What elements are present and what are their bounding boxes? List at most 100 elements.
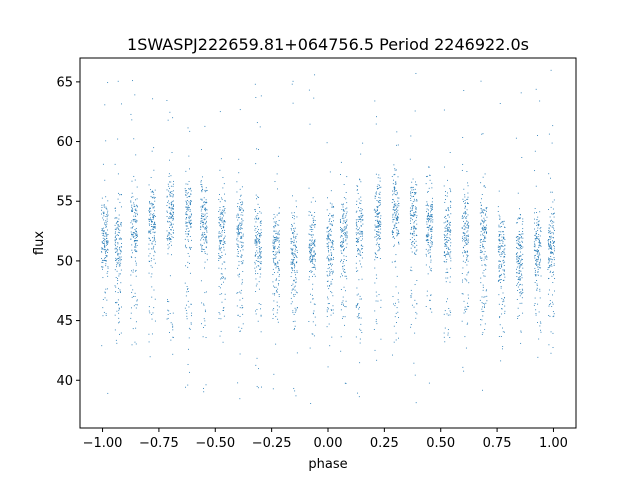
data-point — [373, 209, 375, 211]
data-point — [518, 262, 520, 264]
data-point — [539, 240, 541, 242]
data-point — [329, 218, 331, 220]
data-point — [115, 291, 116, 293]
data-point — [290, 303, 292, 305]
data-point — [274, 272, 275, 273]
data-point — [519, 284, 520, 286]
data-point — [358, 198, 360, 200]
data-point — [503, 220, 505, 222]
data-point — [414, 228, 416, 230]
data-point — [503, 264, 505, 266]
data-point — [151, 204, 153, 205]
data-point — [188, 327, 190, 329]
data-point — [465, 236, 467, 238]
data-point — [427, 215, 429, 217]
data-point — [104, 238, 106, 240]
data-point — [519, 295, 521, 297]
data-point — [241, 327, 243, 329]
data-point — [273, 230, 275, 232]
data-point — [239, 109, 241, 111]
data-point — [503, 273, 505, 275]
data-point — [272, 318, 274, 319]
data-point — [500, 273, 502, 275]
data-point — [397, 215, 399, 217]
data-point — [479, 252, 481, 253]
data-point — [426, 235, 428, 237]
data-point — [536, 212, 538, 213]
data-point — [345, 260, 347, 261]
data-point — [185, 265, 187, 267]
data-point — [107, 242, 109, 244]
data-point — [314, 212, 316, 213]
data-point — [107, 252, 109, 253]
data-point — [341, 247, 343, 248]
data-point — [447, 251, 449, 253]
data-point — [295, 291, 297, 293]
data-point — [414, 284, 416, 286]
x-tick-label: 0.75 — [483, 436, 512, 451]
data-point — [170, 322, 172, 324]
data-point — [308, 279, 310, 281]
data-point — [468, 306, 470, 308]
data-point — [430, 261, 432, 263]
data-point — [221, 283, 223, 285]
data-point — [117, 263, 119, 265]
data-point — [483, 310, 485, 312]
data-point — [172, 211, 174, 213]
data-point — [237, 252, 239, 254]
data-point — [428, 382, 430, 384]
data-point — [445, 244, 447, 246]
data-point — [462, 232, 464, 234]
data-point — [499, 218, 501, 220]
data-point — [360, 200, 362, 202]
data-point — [204, 309, 206, 311]
data-point — [130, 274, 132, 276]
data-point — [291, 268, 293, 270]
data-point — [130, 231, 132, 233]
data-point — [167, 119, 169, 121]
data-point — [153, 226, 155, 228]
data-point — [149, 207, 150, 209]
data-point — [259, 257, 261, 259]
data-point — [224, 237, 225, 239]
data-point — [498, 265, 500, 267]
data-point — [237, 246, 239, 247]
data-point — [169, 213, 171, 214]
data-point — [391, 231, 393, 232]
data-point — [552, 226, 554, 228]
data-point — [117, 80, 119, 82]
data-point — [552, 236, 554, 238]
data-point — [119, 333, 120, 335]
data-point — [115, 277, 117, 278]
data-point — [241, 212, 243, 213]
data-point — [102, 163, 104, 165]
data-point — [345, 208, 347, 210]
data-point — [219, 257, 221, 259]
data-point — [444, 245, 446, 247]
data-point — [136, 250, 138, 252]
data-point — [482, 303, 484, 304]
data-point — [314, 252, 316, 254]
data-point — [219, 169, 221, 171]
data-point — [133, 204, 135, 206]
data-point — [537, 322, 538, 323]
data-point — [114, 224, 116, 226]
data-point — [295, 246, 297, 248]
data-point — [131, 204, 133, 206]
data-point — [224, 253, 226, 255]
data-point — [313, 310, 315, 312]
data-point — [520, 214, 521, 216]
data-point — [449, 314, 451, 316]
data-point — [241, 204, 243, 205]
data-point — [186, 190, 187, 192]
data-point — [377, 234, 379, 236]
data-point — [521, 274, 523, 276]
data-point — [154, 232, 156, 234]
data-point — [375, 123, 377, 125]
data-point — [131, 207, 133, 209]
data-point — [151, 220, 152, 222]
data-point — [151, 150, 153, 152]
data-point — [148, 237, 150, 239]
data-point — [467, 260, 469, 262]
data-point — [117, 254, 119, 256]
